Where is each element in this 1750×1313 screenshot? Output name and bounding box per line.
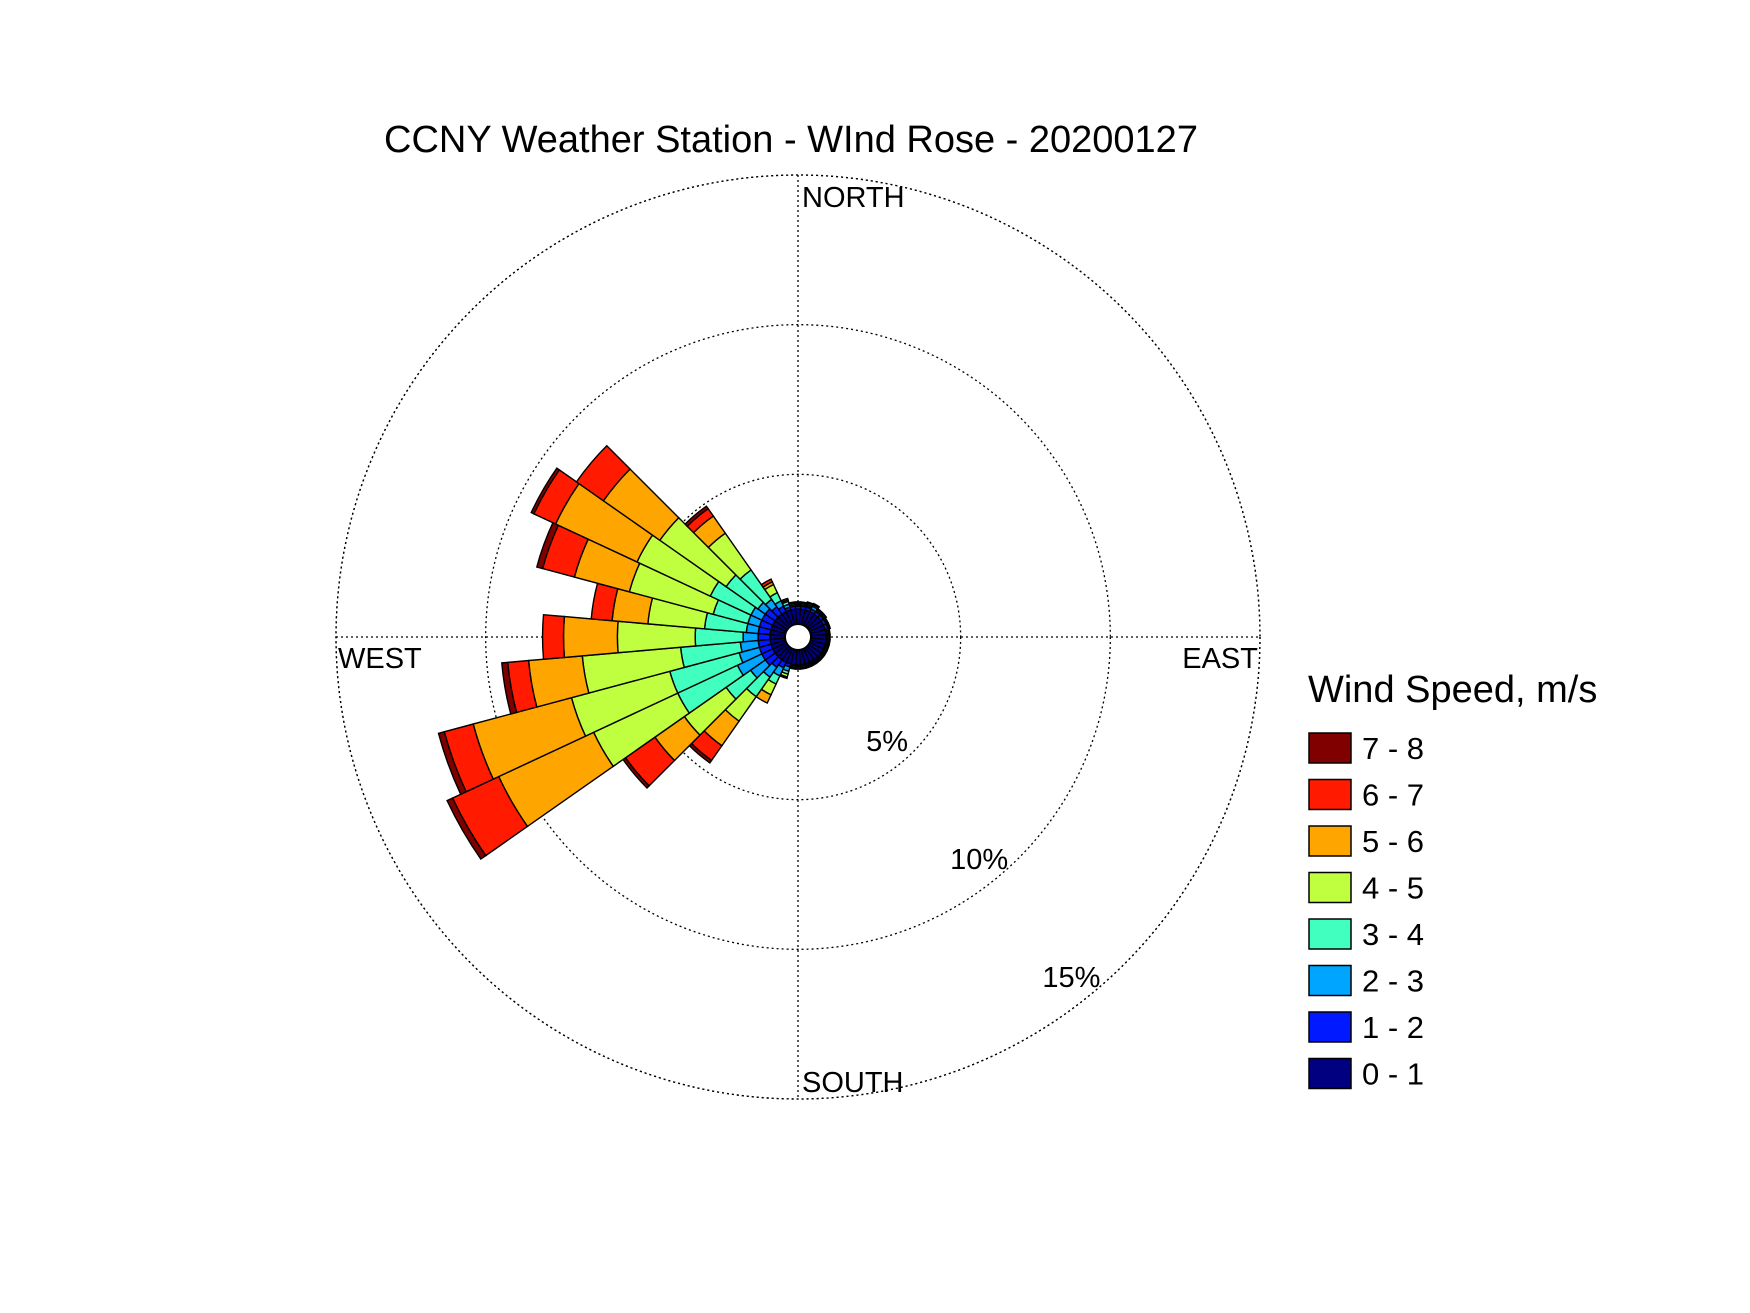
ring-label-15: 15% <box>1042 962 1100 994</box>
sector-70-bin-4 <box>826 621 832 630</box>
sector-320-bin-7 <box>684 505 710 528</box>
wind-sectors <box>437 444 832 861</box>
legend-label: 6 - 7 <box>1362 778 1424 813</box>
legend-label: 2 - 3 <box>1362 964 1424 999</box>
sector-50-bin-4 <box>821 611 828 619</box>
radial-ring <box>485 324 1111 950</box>
radial-tick-labels: 5% 10% 15% <box>866 726 1100 994</box>
legend-item: 7 - 8 <box>1308 731 1424 766</box>
legend: Wind Speed, m/s 7 - 8 6 - 7 5 - 6 4 - 5 3 - … <box>1308 669 1597 1092</box>
sector-330-bin-6 <box>760 578 774 589</box>
legend-item: 5 - 6 <box>1308 824 1424 859</box>
sector-30-bin-5 <box>812 602 821 609</box>
sector-340-bin-5 <box>780 597 789 604</box>
ring-label-5: 5% <box>866 726 908 758</box>
sector-0-bin-5 <box>794 601 802 604</box>
legend-swatch <box>1308 732 1352 764</box>
compass-east: EAST <box>1182 643 1258 675</box>
legend-swatch <box>1308 1057 1352 1090</box>
legend-label: 5 - 6 <box>1362 824 1424 859</box>
sector-310-bin-6 <box>575 444 632 502</box>
sector-190-bin-4 <box>788 666 797 670</box>
legend-swatch <box>1308 964 1352 997</box>
compass-labels: NORTH EAST SOUTH WEST <box>338 182 1258 1099</box>
legend-swatch <box>1308 871 1352 904</box>
sector-240-bin-7 <box>446 797 487 861</box>
legend-label: 4 - 5 <box>1362 871 1424 906</box>
legend-title: Wind Speed, m/s <box>1308 669 1597 711</box>
legend-item: 2 - 3 <box>1308 964 1424 999</box>
calm-circle <box>784 623 812 651</box>
sector-100-bin-4 <box>827 638 831 647</box>
ring-label-10: 10% <box>950 844 1008 876</box>
sector-80-bin-4 <box>827 627 831 636</box>
legend-label: 0 - 1 <box>1362 1057 1424 1092</box>
compass-north: NORTH <box>802 182 905 214</box>
legend-label: 1 - 2 <box>1362 1010 1424 1045</box>
legend-item: 3 - 4 <box>1308 917 1424 952</box>
outer-ring <box>335 174 1261 1100</box>
sector-180-bin-4 <box>794 667 802 670</box>
legend-item: 6 - 7 <box>1308 778 1424 813</box>
legend-swatch <box>1308 1011 1352 1043</box>
radial-rings <box>335 174 1261 1100</box>
sector-90-bin-4 <box>828 633 831 641</box>
legend-label: 3 - 4 <box>1362 917 1424 952</box>
legend-item: 0 - 1 <box>1308 1057 1424 1092</box>
chart-title: CCNY Weather Station - WInd Rose - 20200… <box>384 119 1198 161</box>
sector-270-bin-5 <box>562 615 619 659</box>
legend-swatch <box>1308 778 1352 811</box>
legend-item: 4 - 5 <box>1308 871 1424 906</box>
legend-swatch <box>1308 918 1352 950</box>
legend-swatch <box>1308 825 1352 857</box>
sector-0-bin-0 <box>794 608 802 625</box>
legend-items: 7 - 8 6 - 7 5 - 6 4 - 5 3 - 4 2 - 3 1 - 2 0 - 1 <box>1308 731 1424 1092</box>
sector-250-bin-7 <box>437 730 468 796</box>
compass-south: SOUTH <box>802 1067 904 1099</box>
sector-300-bin-7 <box>530 467 561 515</box>
sector-260-bin-7 <box>501 661 518 715</box>
legend-label: 7 - 8 <box>1362 731 1424 766</box>
legend-item: 1 - 2 <box>1308 1010 1424 1045</box>
sector-170-bin-4 <box>799 666 808 670</box>
compass-west: WEST <box>338 643 422 675</box>
sector-270-bin-6 <box>541 613 566 661</box>
